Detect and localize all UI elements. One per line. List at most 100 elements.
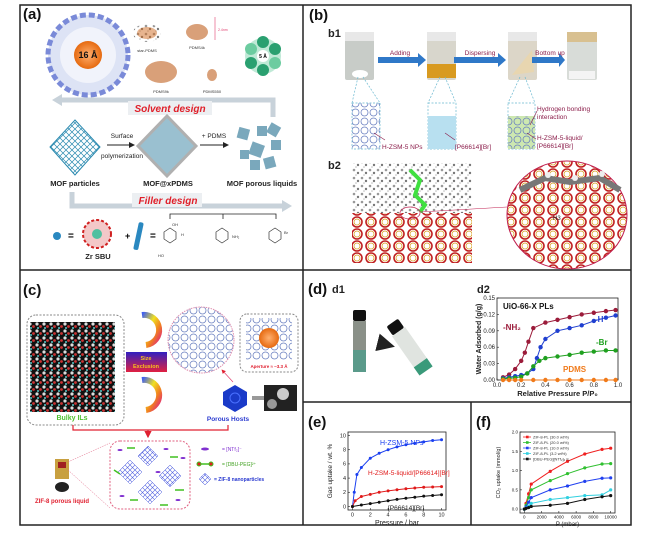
y-axis-label: Water Adsorbed (g/g) [476, 304, 483, 375]
chart-d2: 0.0 0.2 0.4 0.6 0.8 1.0 0.00 0.03 0.06 0.09 0.12 0.… [476, 296, 623, 398]
data-point [524, 506, 528, 510]
data-point [359, 503, 363, 507]
y-tick-label: 0.5 [512, 487, 519, 492]
data-point [431, 439, 435, 443]
liquid-label: H-ZSM-5-liquid/ [537, 135, 583, 142]
data-point [422, 485, 426, 489]
size-label: Size [140, 356, 151, 362]
panel-f-label: (f) [476, 414, 491, 431]
x-tick-label: 0.2 [517, 383, 526, 389]
data-point [609, 446, 613, 450]
y-tick-label: 0 [343, 504, 346, 510]
x-tick-label: 6000 [571, 515, 582, 520]
pore-size-16: 16 Å [78, 50, 98, 60]
panel-c: (c) Bulky ILs Size Exclusion Aperture ≈ … [23, 282, 299, 510]
zr-core [92, 229, 102, 239]
data-point [613, 377, 618, 383]
mof-particles-label: MOF particles [50, 179, 100, 188]
mof-porous-liquids-label: MOF porous liquids [227, 179, 297, 188]
inset-boxes [351, 76, 536, 150]
x-tick-label: 0.4 [541, 383, 550, 389]
data-point [591, 349, 596, 354]
series-label: [P66614][Br] [388, 505, 424, 512]
y-axis-label: Gas uptake / wt. % [327, 444, 334, 499]
y-tick-label: 1.0 [512, 468, 519, 473]
aperture-label: Aperture ≈ ~3.3 Å [250, 363, 288, 369]
mof-xpdms [135, 113, 199, 179]
data-point [395, 488, 399, 492]
data-point [543, 377, 548, 383]
data-point [377, 490, 381, 494]
liquid-label-2: [P66614][Br] [537, 143, 573, 150]
hbond-label: Hydrogen bonding [537, 106, 591, 113]
x-tick-label: 2000 [537, 515, 548, 520]
data-point [538, 345, 543, 350]
data-point [600, 447, 604, 451]
data-point [353, 499, 357, 503]
data-point [500, 377, 506, 383]
y-tick-label: 2.0 [512, 430, 519, 435]
legend-marker [526, 435, 529, 439]
data-point [567, 352, 572, 358]
data-point [395, 445, 399, 449]
data-point [512, 366, 518, 372]
x-tick-label: 4000 [554, 515, 565, 520]
data-point [603, 377, 609, 383]
data-point [527, 506, 531, 510]
b1-label: b1 [328, 28, 341, 40]
panel-frames [19, 4, 632, 526]
legend-label: ZIF-8-PL (20.0 wt%) [533, 440, 570, 445]
mof-particle-octahedron [49, 119, 101, 176]
data-point [548, 497, 552, 502]
polymerization-label: polymerization [101, 153, 143, 160]
plus-sign: + [125, 231, 130, 241]
md-simulation-snapshot [352, 163, 508, 263]
panel-a-label: (a) [23, 6, 41, 23]
x-axis-label: Relative Pressure P/P₀ [517, 389, 598, 398]
host-ring [229, 392, 241, 404]
data-point [519, 358, 524, 364]
star-pdms-label: star-PDMS [137, 48, 157, 53]
zr-sbu-label: Zr SBU [85, 252, 110, 261]
x-tick-label: 0.6 [565, 383, 574, 389]
bulky-ils-image [30, 322, 115, 412]
panel-b: (b) b1 Adding Dispersing Bottom up H-ZSM… [309, 7, 628, 270]
data-point [519, 374, 524, 379]
linker-bracket [169, 213, 277, 219]
data-point [422, 494, 426, 498]
legend-dbu-peg: = [DBU-PEG]²⁺ [222, 462, 257, 468]
linker-structures [163, 227, 282, 244]
data-point [522, 350, 528, 355]
equals-1: = [68, 231, 74, 242]
d2-label: d2 [477, 284, 490, 296]
legend-label: ZIF-8-PL (10.0 wt%) [533, 446, 570, 451]
panel-c-label: (c) [23, 282, 41, 299]
plus-pdms-label: + PDMS [202, 133, 227, 140]
y-tick-label: 0.0 [512, 507, 519, 512]
legend-ntf2: = [NTf₂]⁻ [222, 447, 242, 453]
il-ions [113, 447, 186, 506]
data-point [431, 485, 435, 489]
data-point [529, 504, 533, 509]
data-point [422, 440, 426, 444]
data-point [527, 500, 531, 504]
small-pore-5a: 5 Å [245, 36, 281, 76]
linker-rod-icon [133, 222, 144, 250]
data-point [603, 308, 609, 314]
data-point [526, 339, 531, 344]
legend-label: ZIF-8-PL (30.0 wt%) [533, 435, 570, 440]
x-axis-label: Pressure / bar [375, 520, 420, 527]
x-tick-label: 0.0 [493, 383, 502, 389]
panel-f: (f) 0 2000 4000 6000 8000 10000 0.0 0.5 1.0 1.5 2.… [476, 414, 617, 528]
pointer-lines [373, 110, 538, 141]
data-point [583, 494, 587, 498]
panel-d: (d) d1 d2 0.0 0.2 0.4 0.6 0.8 1.0 0.00 0.03 0.06… [308, 281, 623, 398]
filler-design-label: Filler design [139, 196, 198, 207]
x-tick-label: 2 [369, 513, 372, 519]
chart-f: 0 2000 4000 6000 8000 10000 0.0 0.5 1.0 1.5 2.0 P (… [496, 430, 617, 529]
data-point [529, 495, 533, 500]
data-point [613, 307, 618, 313]
d1-label: d1 [332, 284, 345, 296]
data-point [600, 476, 604, 480]
